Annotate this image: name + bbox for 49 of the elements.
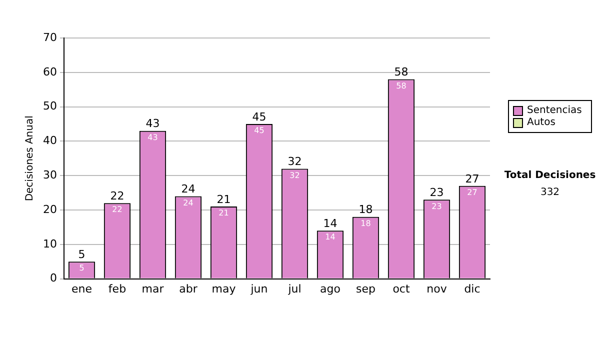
data-label: 23 [432, 202, 442, 211]
text: 332 [539, 187, 561, 198]
total-label: 27 [465, 172, 480, 186]
y-tick-label: 70 [42, 30, 57, 44]
data-label: 45 [254, 126, 264, 136]
y-tick-label: 20 [42, 202, 57, 216]
text: Total Decisiones [503, 170, 597, 181]
x-tick-label: mar [142, 282, 164, 296]
total-label: 18 [358, 203, 373, 216]
y-tick-label: 30 [42, 168, 57, 182]
y-tick-label: 60 [42, 65, 57, 78]
data-label: 18 [360, 218, 371, 228]
x-tick-label: dic [464, 282, 480, 296]
total-label: 5 [78, 248, 86, 261]
x-tick-label: ago [320, 282, 341, 296]
total-label: 32 [288, 155, 302, 168]
y-tick-label: 50 [42, 100, 57, 113]
legend-label: Autos [526, 117, 556, 128]
data-label: 5 [79, 264, 84, 273]
total-label: 58 [394, 66, 408, 79]
total-label: 23 [430, 186, 444, 200]
total-label: 43 [146, 117, 160, 130]
x-tick-label: sep [356, 282, 376, 296]
x-tick-label: may [212, 282, 236, 296]
x-tick-label: nov [426, 282, 448, 296]
y-axis-title: Decisiones Anual [24, 116, 36, 202]
data-label: 24 [183, 198, 194, 208]
y-tick-label: 0 [50, 272, 57, 285]
x-tick-label: abr [179, 282, 198, 296]
data-label: 21 [218, 208, 229, 218]
x-tick-label: ene [71, 282, 92, 296]
x-tick-label: jun [250, 282, 268, 296]
total-label: 24 [181, 182, 196, 196]
data-label: 14 [325, 232, 336, 242]
data-label: 32 [290, 170, 300, 180]
total-label: 45 [252, 110, 266, 124]
data-label: 27 [467, 188, 478, 197]
x-tick-label: oct [392, 282, 410, 296]
y-tick-label: 40 [42, 134, 57, 148]
total-label: 14 [323, 217, 338, 230]
total-label: 21 [216, 192, 231, 206]
y-tick-label: 10 [42, 237, 57, 250]
x-tick-label: feb [108, 282, 126, 296]
data-label: 22 [112, 205, 122, 214]
data-label: 58 [396, 81, 406, 90]
data-label: 43 [148, 132, 158, 142]
x-tick-label: jul [287, 282, 302, 296]
total-label: 22 [110, 189, 124, 202]
legend-label: Sentencias [526, 105, 583, 116]
